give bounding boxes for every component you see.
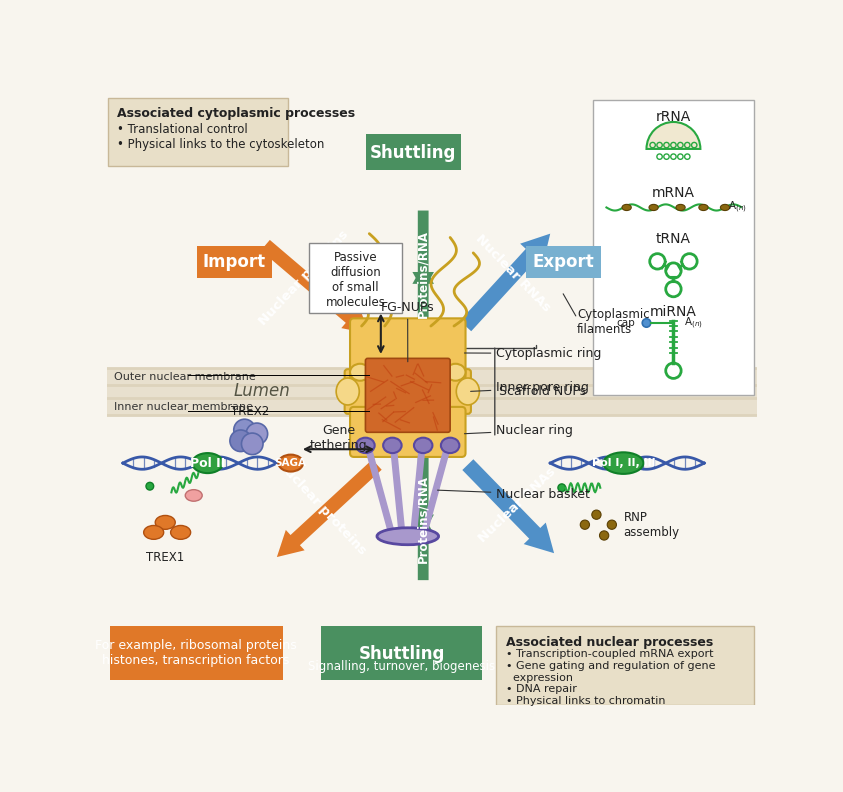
Ellipse shape — [414, 438, 432, 453]
FancyBboxPatch shape — [593, 100, 754, 395]
Ellipse shape — [379, 364, 399, 381]
Ellipse shape — [155, 516, 175, 529]
Text: Nuclear RNAs: Nuclear RNAs — [476, 465, 558, 545]
FancyBboxPatch shape — [525, 246, 601, 278]
Ellipse shape — [456, 378, 480, 405]
Text: Nuclear proteins: Nuclear proteins — [274, 457, 369, 557]
Circle shape — [246, 423, 267, 444]
Text: FG-NUPs: FG-NUPs — [381, 301, 434, 362]
FancyArrow shape — [277, 459, 382, 557]
Ellipse shape — [441, 438, 459, 453]
Text: SAGA: SAGA — [275, 458, 307, 468]
Text: Proteins/RNA: Proteins/RNA — [416, 230, 430, 318]
Circle shape — [241, 433, 263, 455]
FancyBboxPatch shape — [196, 246, 272, 278]
Ellipse shape — [357, 438, 374, 453]
FancyBboxPatch shape — [350, 407, 465, 457]
Text: Export: Export — [533, 253, 594, 271]
FancyBboxPatch shape — [345, 369, 471, 413]
FancyArrow shape — [260, 240, 369, 333]
Circle shape — [642, 318, 651, 327]
Text: Cytoplasmic
filaments: Cytoplasmic filaments — [577, 308, 650, 336]
Text: Inner nuclear membrane: Inner nuclear membrane — [114, 402, 253, 413]
Text: Pol I, II, III: Pol I, II, III — [592, 458, 655, 468]
Text: Proteins/RNA: Proteins/RNA — [416, 474, 430, 562]
Ellipse shape — [143, 525, 164, 539]
Text: A$_{(n)}$: A$_{(n)}$ — [728, 200, 747, 215]
FancyBboxPatch shape — [497, 626, 754, 705]
Text: Nuclear basket: Nuclear basket — [438, 488, 590, 501]
Text: Pol II: Pol II — [190, 457, 225, 470]
Text: • Transcription-coupled mRNA export
• Gene gating and regulation of gene
  expre: • Transcription-coupled mRNA export • Ge… — [507, 649, 716, 706]
Text: A$_{(n)}$: A$_{(n)}$ — [685, 315, 703, 331]
FancyBboxPatch shape — [309, 243, 402, 313]
FancyArrow shape — [412, 515, 434, 580]
FancyArrow shape — [462, 459, 554, 553]
Circle shape — [592, 510, 601, 520]
Circle shape — [580, 520, 589, 529]
FancyArrow shape — [412, 211, 434, 291]
Ellipse shape — [604, 452, 643, 474]
Circle shape — [146, 482, 153, 490]
FancyBboxPatch shape — [350, 318, 465, 380]
Text: Lumen: Lumen — [234, 383, 290, 401]
Text: TREX2: TREX2 — [231, 406, 269, 418]
Ellipse shape — [417, 364, 437, 381]
Ellipse shape — [336, 378, 359, 405]
Text: Nuclear RNAs: Nuclear RNAs — [473, 233, 553, 315]
Text: Gene
tethering: Gene tethering — [309, 424, 368, 451]
Ellipse shape — [649, 204, 658, 211]
Text: Shuttling: Shuttling — [370, 144, 456, 162]
Text: Shuttling: Shuttling — [358, 645, 445, 663]
Text: For example, ribosomal proteins
histones, transcription factors: For example, ribosomal proteins histones… — [95, 639, 297, 668]
Ellipse shape — [170, 525, 191, 539]
Ellipse shape — [192, 453, 223, 473]
Ellipse shape — [721, 204, 730, 211]
FancyBboxPatch shape — [108, 98, 287, 166]
Ellipse shape — [383, 438, 401, 453]
Ellipse shape — [377, 527, 438, 545]
Circle shape — [230, 430, 251, 451]
FancyArrow shape — [412, 265, 434, 333]
Text: Scaffold NUPs: Scaffold NUPs — [499, 385, 586, 398]
Ellipse shape — [699, 204, 708, 211]
Ellipse shape — [445, 364, 465, 381]
Text: TREX1: TREX1 — [146, 551, 185, 564]
Circle shape — [607, 520, 616, 529]
Text: Associated cytoplasmic processes: Associated cytoplasmic processes — [116, 108, 355, 120]
Bar — [108, 368, 757, 414]
Text: Passive
diffusion
of small
molecules: Passive diffusion of small molecules — [325, 251, 385, 309]
Text: RNP
assembly: RNP assembly — [623, 511, 679, 539]
Text: Import: Import — [203, 253, 266, 271]
Ellipse shape — [278, 455, 303, 471]
FancyArrow shape — [459, 234, 550, 331]
Ellipse shape — [185, 489, 202, 501]
Text: Nuclear ring: Nuclear ring — [464, 424, 573, 437]
Text: mRNA: mRNA — [652, 186, 695, 200]
Text: • Translational control
• Physical links to the cytoskeleton: • Translational control • Physical links… — [116, 123, 324, 150]
FancyBboxPatch shape — [110, 626, 283, 680]
Circle shape — [599, 531, 609, 540]
Text: Signalling, turnover, biogenesis: Signalling, turnover, biogenesis — [308, 661, 495, 673]
Text: miRNA: miRNA — [650, 305, 697, 319]
Text: cap: cap — [616, 318, 635, 328]
Circle shape — [234, 419, 255, 441]
Text: Associated nuclear processes: Associated nuclear processes — [507, 636, 713, 649]
FancyBboxPatch shape — [321, 626, 482, 680]
Text: rRNA: rRNA — [656, 110, 691, 124]
Text: Nuclear proteins: Nuclear proteins — [256, 227, 352, 328]
Text: Inner pore ring: Inner pore ring — [470, 382, 589, 394]
Ellipse shape — [622, 204, 631, 211]
Text: Cytoplasmic ring: Cytoplasmic ring — [464, 347, 602, 360]
FancyBboxPatch shape — [365, 358, 450, 432]
Text: tRNA: tRNA — [656, 232, 691, 246]
FancyArrow shape — [412, 457, 434, 534]
Ellipse shape — [676, 204, 685, 211]
Wedge shape — [647, 122, 701, 149]
Text: Outer nuclear membrane: Outer nuclear membrane — [114, 372, 255, 383]
Circle shape — [558, 484, 566, 492]
Ellipse shape — [350, 364, 370, 381]
FancyBboxPatch shape — [366, 135, 461, 169]
